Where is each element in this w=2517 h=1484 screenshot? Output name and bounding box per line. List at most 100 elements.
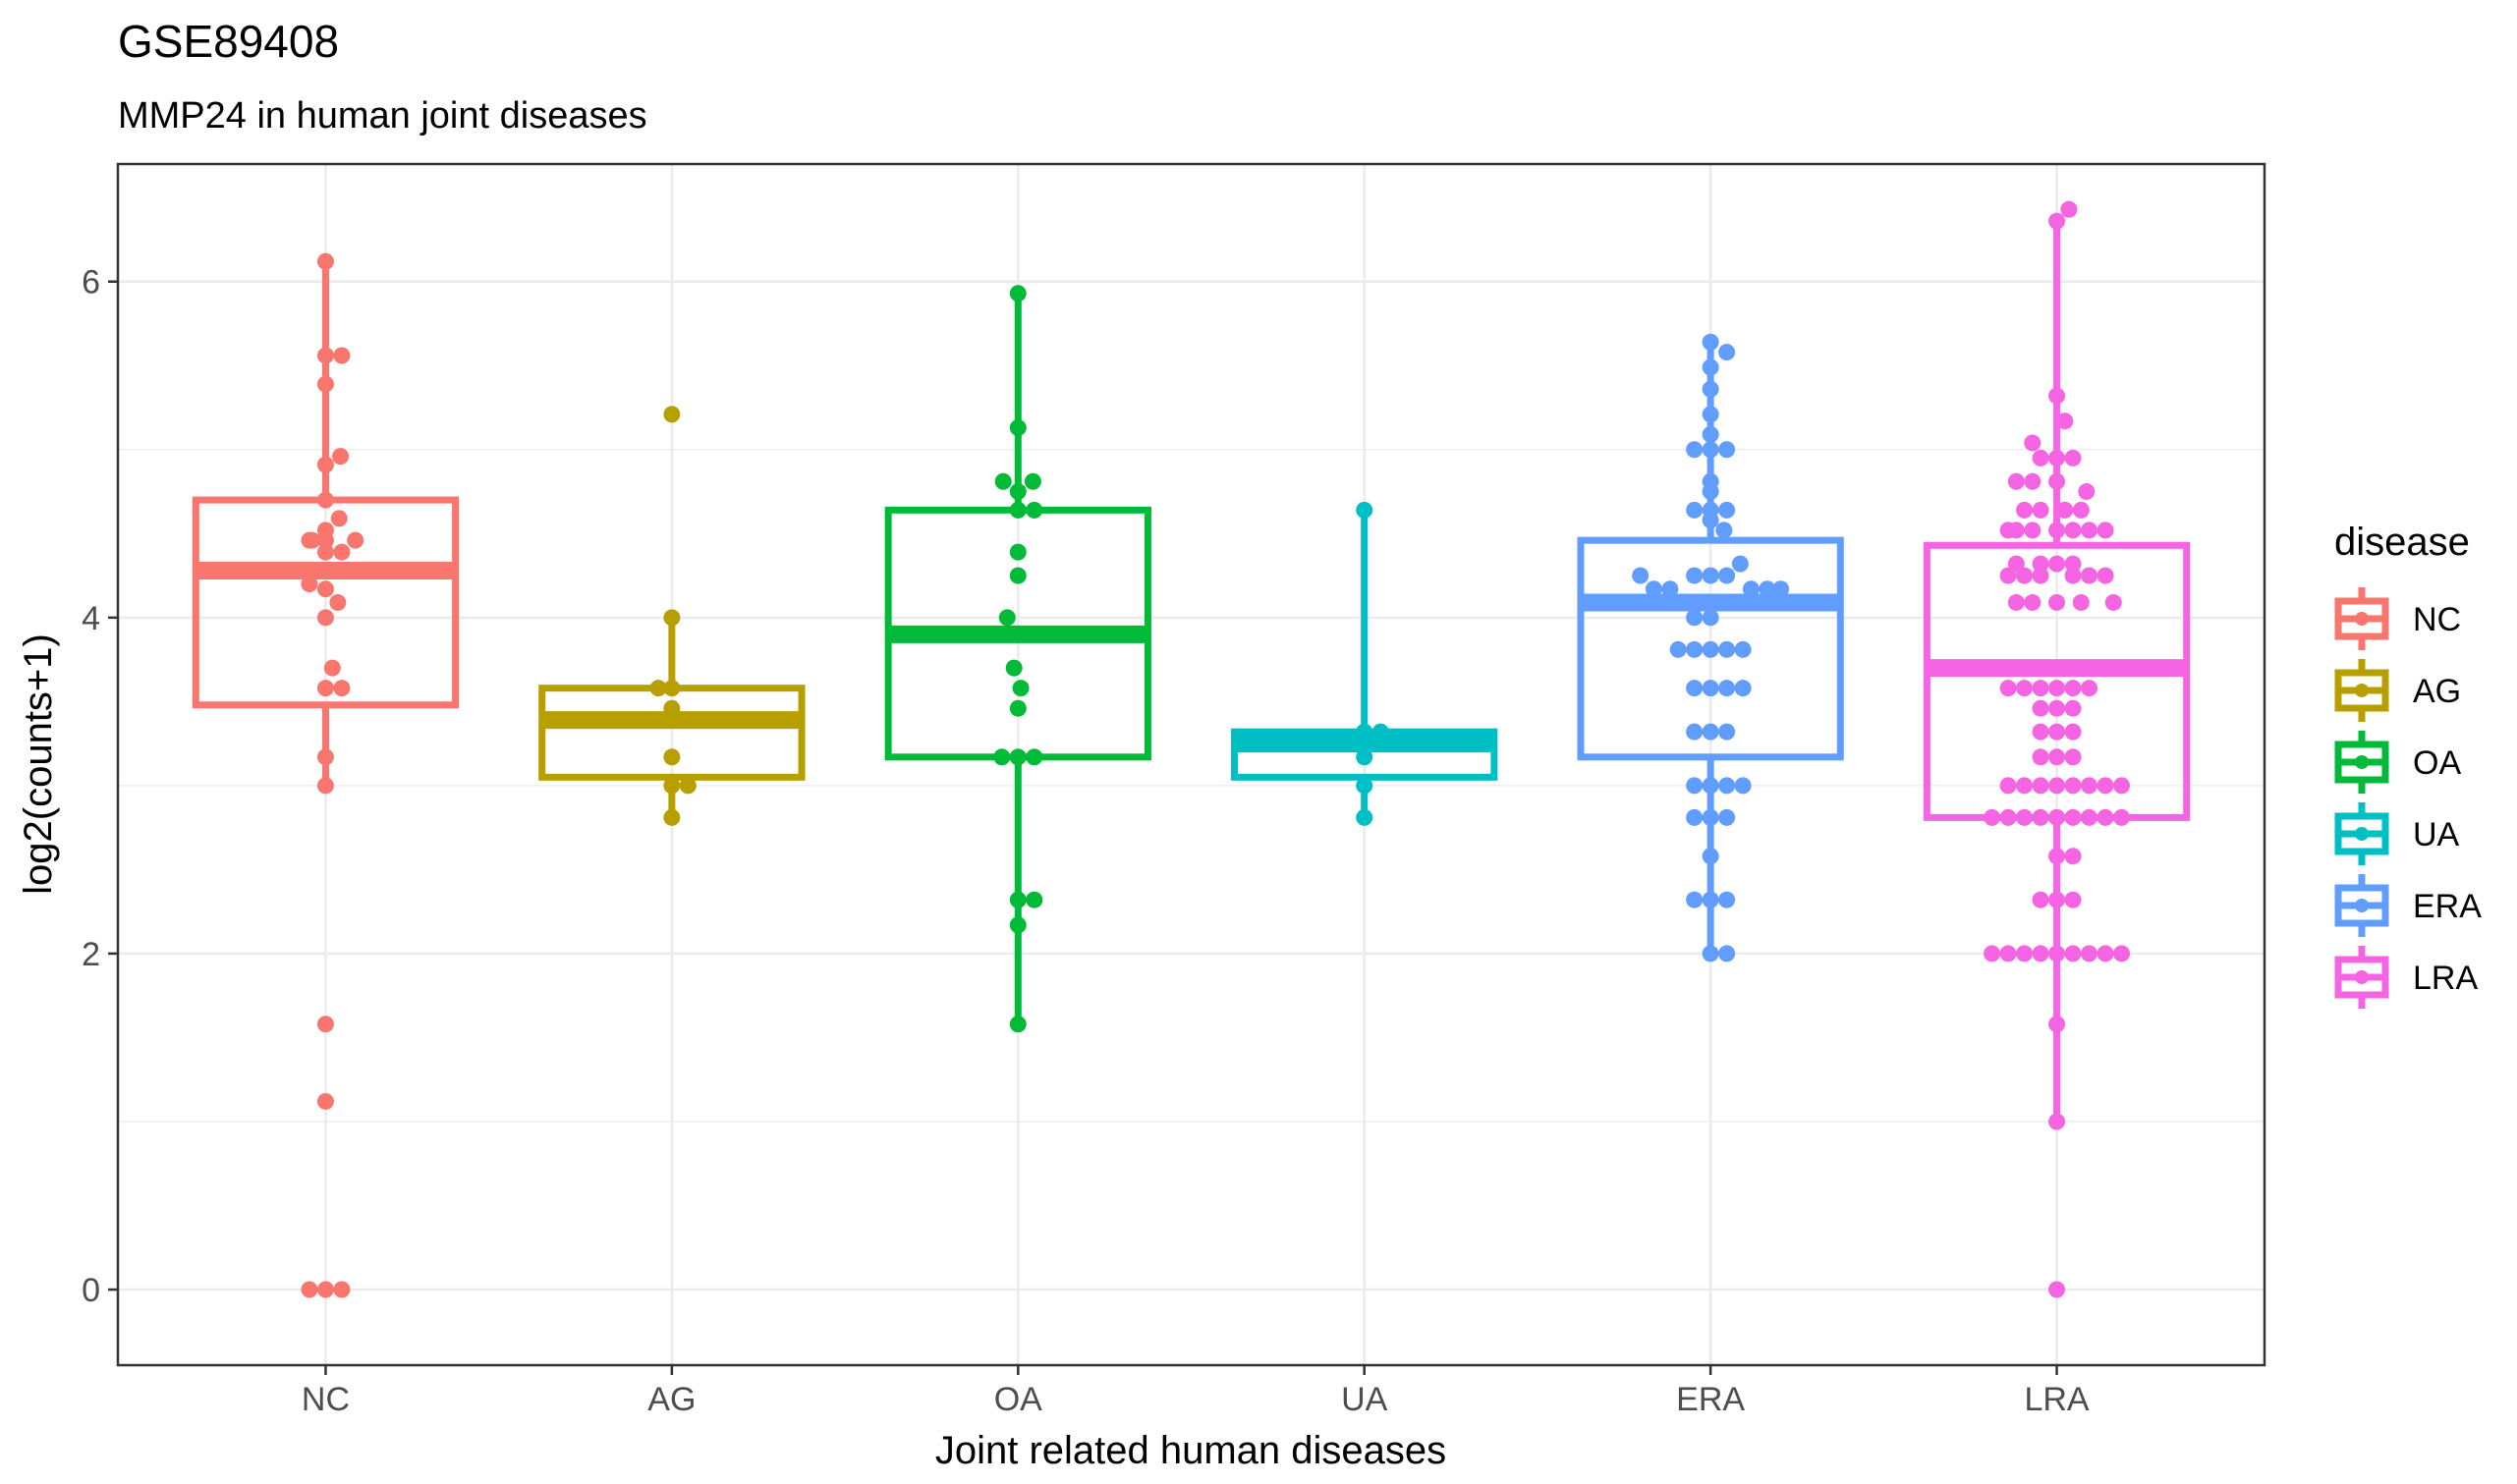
data-point (1009, 699, 1027, 717)
data-point (2104, 659, 2122, 677)
grid-lines (118, 164, 2265, 1365)
data-point (1672, 593, 1690, 611)
box-era (1577, 536, 1844, 761)
data-point (1686, 680, 1704, 697)
data-point (2024, 472, 2042, 490)
data-point (2097, 567, 2114, 584)
data-point (316, 1016, 334, 1033)
data-point (1356, 808, 1373, 826)
data-point (1999, 777, 2017, 795)
data-point (1702, 808, 1719, 826)
x-tick-label: ERA (1676, 1381, 1745, 1418)
data-point (2081, 567, 2098, 584)
data-point (2113, 945, 2131, 962)
axis-layer: 0 2 4 6 NC AG OA UA ERA LRA (82, 264, 2090, 1418)
data-point (2048, 891, 2066, 908)
data-point (2048, 808, 2066, 826)
data-point (2060, 200, 2078, 218)
data-point (329, 593, 347, 611)
data-point (316, 580, 334, 598)
y-axis-label: log2(counts+1) (17, 633, 60, 895)
data-point (316, 543, 334, 561)
data-point (1734, 640, 1752, 658)
data-point (1661, 580, 1679, 598)
data-point (2081, 777, 2098, 795)
data-point (2032, 808, 2049, 826)
data-point (1356, 777, 1373, 795)
data-point (663, 680, 681, 697)
data-point (2048, 945, 2066, 962)
data-point (2048, 555, 2066, 573)
data-point (2097, 777, 2114, 795)
data-point (1718, 891, 1736, 908)
data-point (332, 448, 350, 466)
data-point (2048, 680, 2066, 697)
data-point (663, 699, 681, 717)
data-point (316, 522, 334, 539)
data-point (316, 375, 334, 393)
data-point (316, 456, 334, 473)
data-point (2113, 777, 2131, 795)
legend-key-point (2355, 612, 2369, 626)
data-point (2104, 593, 2122, 611)
data-point (2048, 449, 2066, 467)
data-point (1024, 472, 1041, 490)
data-point (1686, 723, 1704, 741)
legend-label-nc: NC (2413, 601, 2461, 638)
data-point (1718, 680, 1736, 697)
data-point (1009, 1016, 1027, 1033)
data-point (2032, 501, 2049, 519)
data-point (1999, 680, 2017, 697)
data-point (1999, 659, 2017, 677)
data-point (1742, 580, 1760, 598)
data-point (2048, 723, 2066, 741)
data-point (1669, 640, 1687, 658)
data-point (2032, 945, 2049, 962)
data-point (1009, 501, 1027, 519)
data-point (2016, 808, 2034, 826)
data-point (2097, 945, 2114, 962)
data-point (2064, 522, 2082, 539)
data-point (2007, 593, 2025, 611)
legend-label-ag: AG (2413, 673, 2461, 710)
data-point (1686, 777, 1704, 795)
data-point (1702, 333, 1719, 351)
data-point (663, 406, 681, 423)
data-point (663, 609, 681, 627)
x-tick-label: UA (1341, 1381, 1388, 1418)
data-point (1702, 848, 1719, 865)
data-point (2032, 567, 2049, 584)
chart-title: GSE89408 (118, 16, 339, 67)
data-point (347, 531, 364, 549)
data-point (1356, 501, 1373, 519)
data-point (2056, 412, 2074, 430)
data-point (1686, 891, 1704, 908)
box-layer (192, 214, 2191, 1122)
data-point (316, 491, 334, 509)
data-point (2064, 777, 2082, 795)
data-point (2072, 593, 2090, 611)
data-point (1686, 808, 1704, 826)
data-point (2064, 723, 2082, 741)
data-point (1702, 567, 1719, 584)
data-point (316, 680, 334, 697)
x-tick-label: OA (994, 1381, 1042, 1418)
data-point (1371, 723, 1389, 741)
y-tick-label: 6 (82, 264, 100, 302)
data-point (316, 777, 334, 795)
data-point (1026, 501, 1043, 519)
data-point (2032, 555, 2049, 573)
data-point (1645, 580, 1662, 598)
data-point (2048, 1016, 2066, 1033)
data-point (1009, 916, 1027, 934)
data-point (1356, 723, 1373, 741)
data-point (663, 808, 681, 826)
data-point (1686, 640, 1704, 658)
data-point (1999, 567, 2017, 584)
y-tick-label: 4 (82, 600, 100, 637)
data-point (1759, 580, 1776, 598)
data-point (2064, 945, 2082, 962)
y-tick-label: 2 (82, 936, 100, 973)
